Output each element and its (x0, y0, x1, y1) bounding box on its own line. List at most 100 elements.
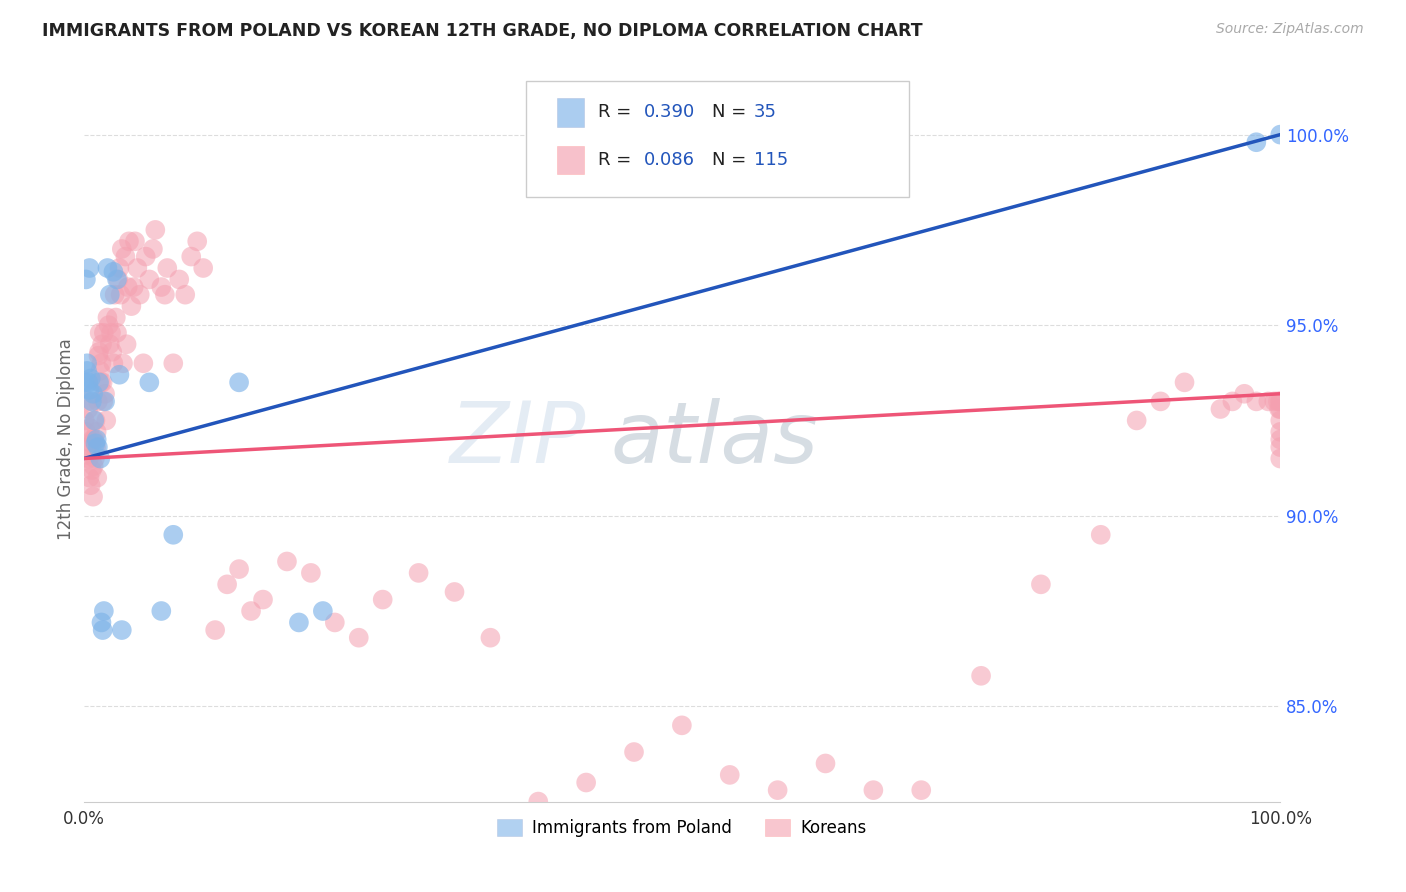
Point (1270, 413, 1292, 427)
Point (94, 394, 117, 409)
Point (77, 402, 100, 417)
Point (443, 585, 465, 599)
Point (1246, 394, 1268, 409)
Point (110, 287, 132, 301)
Point (87, 440, 110, 454)
Point (143, 223, 166, 237)
Bar (557, 98, 583, 127)
Point (127, 260, 149, 275)
Text: IMMIGRANTS FROM POLAND VS KOREAN 12TH GRADE, NO DIPLOMA CORRELATION CHART: IMMIGRANTS FROM POLAND VS KOREAN 12TH GR… (42, 22, 922, 40)
Point (104, 287, 127, 301)
Point (96, 310, 118, 325)
Point (1270, 425, 1292, 439)
Point (101, 344, 124, 359)
Point (527, 795, 550, 809)
Point (156, 260, 179, 275)
Point (103, 265, 125, 279)
Point (204, 623, 226, 637)
Text: 115: 115 (754, 151, 787, 169)
Point (1233, 386, 1256, 401)
Point (122, 280, 145, 294)
Point (108, 368, 131, 382)
Text: ZIP: ZIP (450, 398, 586, 481)
Point (89, 364, 111, 378)
Point (276, 554, 298, 568)
Point (79, 470, 101, 484)
Point (167, 272, 190, 286)
Point (100, 326, 122, 340)
Point (91, 394, 114, 409)
Point (96, 260, 118, 275)
Point (1125, 413, 1147, 427)
Point (90, 615, 112, 630)
Point (150, 280, 173, 294)
Point (76, 394, 98, 409)
Point (83, 459, 105, 474)
Point (162, 528, 184, 542)
Point (103, 356, 125, 370)
Text: 0.086: 0.086 (644, 151, 695, 169)
Point (814, 756, 837, 771)
Point (93, 326, 115, 340)
Point (1270, 394, 1292, 409)
Point (104, 310, 127, 325)
Point (1149, 394, 1171, 409)
Point (77, 376, 100, 390)
Point (111, 623, 134, 637)
Point (80, 436, 103, 450)
Point (83, 413, 105, 427)
Text: atlas: atlas (610, 398, 818, 481)
Point (115, 337, 138, 351)
Point (84, 440, 107, 454)
Point (118, 235, 141, 249)
Point (80, 463, 103, 477)
Point (623, 745, 645, 759)
Point (82, 490, 104, 504)
Point (111, 242, 134, 256)
Point (135, 250, 157, 264)
Point (862, 783, 884, 797)
Point (76, 440, 98, 454)
Text: N =: N = (711, 151, 747, 169)
Point (120, 299, 142, 313)
Point (96, 413, 118, 427)
Point (75, 425, 97, 439)
Point (83, 451, 105, 466)
Point (86, 470, 108, 484)
Point (1029, 577, 1052, 591)
Point (128, 287, 150, 301)
Point (76, 448, 98, 462)
Point (1270, 394, 1292, 409)
Point (132, 356, 155, 370)
Point (87, 344, 110, 359)
Point (93, 604, 115, 618)
Point (217, 577, 239, 591)
Point (138, 272, 160, 286)
Point (174, 287, 197, 301)
Bar (557, 145, 583, 175)
Point (142, 242, 165, 256)
Point (228, 376, 250, 390)
Point (257, 814, 280, 828)
Point (138, 376, 160, 390)
Point (1222, 394, 1244, 409)
Point (1270, 402, 1292, 417)
Point (89, 451, 111, 466)
Point (766, 783, 789, 797)
Y-axis label: 12th Grade, No Diploma: 12th Grade, No Diploma (58, 339, 75, 541)
Text: Source: ZipAtlas.com: Source: ZipAtlas.com (1216, 22, 1364, 37)
Point (105, 326, 128, 340)
Point (98, 337, 121, 351)
Point (970, 669, 993, 683)
Point (73, 413, 96, 427)
Point (910, 783, 932, 797)
Point (479, 631, 502, 645)
Point (87, 349, 110, 363)
Point (89, 326, 111, 340)
Point (575, 775, 598, 789)
Point (91, 623, 114, 637)
Point (79, 260, 101, 275)
Point (1270, 440, 1292, 454)
Point (408, 566, 430, 580)
Point (76, 356, 98, 370)
